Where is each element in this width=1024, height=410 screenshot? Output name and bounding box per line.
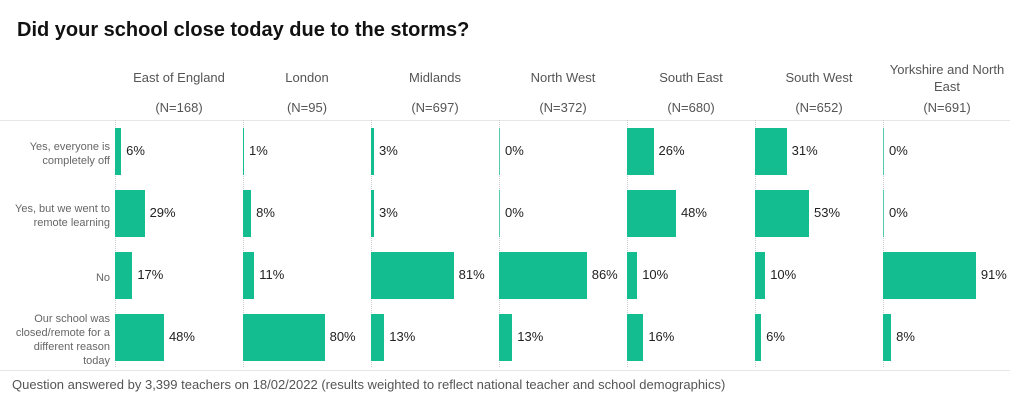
value-label: 6% <box>766 329 785 344</box>
value-label: 48% <box>168 329 195 344</box>
panel-separator <box>371 120 372 367</box>
bar <box>115 190 145 237</box>
bar <box>627 314 644 361</box>
bar <box>755 128 787 175</box>
bar <box>499 314 513 361</box>
value-label: 13% <box>517 329 544 344</box>
bar <box>115 128 122 175</box>
bar <box>243 252 255 299</box>
bottom-rule <box>0 370 1010 371</box>
value-label: 16% <box>648 329 675 344</box>
panel-title: South West <box>785 70 853 85</box>
bar <box>371 190 375 237</box>
panel-title: South East <box>659 70 723 85</box>
panel-n: (N=680) <box>667 100 715 115</box>
value-label: 0% <box>889 205 908 220</box>
panel-n: (N=691) <box>923 100 971 115</box>
value-label: 80% <box>329 329 356 344</box>
value-label: 6% <box>126 143 145 158</box>
row-label: Yes, everyone is completely off <box>29 141 110 167</box>
bar <box>371 252 454 299</box>
bar <box>115 252 133 299</box>
row-label: No <box>95 272 110 284</box>
bar <box>755 252 766 299</box>
panel-n: (N=652) <box>795 100 843 115</box>
value-label: 17% <box>137 267 164 282</box>
panel-title: North West <box>530 70 596 85</box>
bar <box>499 252 587 299</box>
bar <box>371 128 375 175</box>
panel-n: (N=168) <box>155 100 203 115</box>
bar <box>243 128 245 175</box>
value-label: 0% <box>889 143 908 158</box>
chart-title: Did your school close today due to the s… <box>17 19 470 41</box>
bar <box>371 314 385 361</box>
panel-n: (N=95) <box>286 100 328 115</box>
value-label: 0% <box>505 205 524 220</box>
bar <box>499 128 500 175</box>
value-label: 81% <box>458 267 485 282</box>
value-label: 10% <box>642 267 669 282</box>
panel-title: Yorkshire and North East <box>889 62 1005 94</box>
panel-separator <box>499 120 500 367</box>
value-label: 8% <box>896 329 915 344</box>
panel-title: Midlands <box>408 70 462 85</box>
value-label: 91% <box>980 267 1007 282</box>
bar <box>627 252 638 299</box>
value-label: 0% <box>505 143 524 158</box>
bar <box>883 252 976 299</box>
bar <box>883 190 884 237</box>
row-label: Yes, but we went to remote learning <box>15 203 110 229</box>
value-label: 3% <box>379 143 398 158</box>
value-label: 8% <box>256 205 275 220</box>
value-label: 26% <box>658 143 685 158</box>
bar <box>627 128 654 175</box>
value-label: 3% <box>379 205 398 220</box>
value-label: 10% <box>770 267 797 282</box>
panel-separator <box>243 120 244 367</box>
panel-title: East of England <box>133 70 225 85</box>
value-label: 11% <box>259 267 285 282</box>
panel-n: (N=372) <box>539 100 587 115</box>
bar <box>755 314 762 361</box>
value-label: 31% <box>791 143 818 158</box>
value-label: 13% <box>389 329 416 344</box>
panel-title: London <box>285 70 329 85</box>
panel-separator <box>883 120 884 367</box>
panel-separator <box>115 120 116 367</box>
bar <box>883 128 884 175</box>
value-label: 48% <box>680 205 707 220</box>
bar <box>883 314 892 361</box>
value-label: 53% <box>814 205 841 220</box>
panel-separator <box>755 120 756 367</box>
bar <box>627 190 676 237</box>
panel-n: (N=697) <box>411 100 459 115</box>
bar <box>755 190 810 237</box>
bar <box>115 314 164 361</box>
bar <box>243 314 325 361</box>
top-rule <box>0 120 1010 121</box>
value-label: 86% <box>591 267 618 282</box>
row-label: Our school was closed/remote for a diffe… <box>15 313 110 367</box>
value-label: 29% <box>149 205 176 220</box>
value-label: 1% <box>249 143 268 158</box>
bar <box>243 190 252 237</box>
panel-separator <box>627 120 628 367</box>
footnote: Question answered by 3,399 teachers on 1… <box>12 377 726 392</box>
bar <box>499 190 500 237</box>
